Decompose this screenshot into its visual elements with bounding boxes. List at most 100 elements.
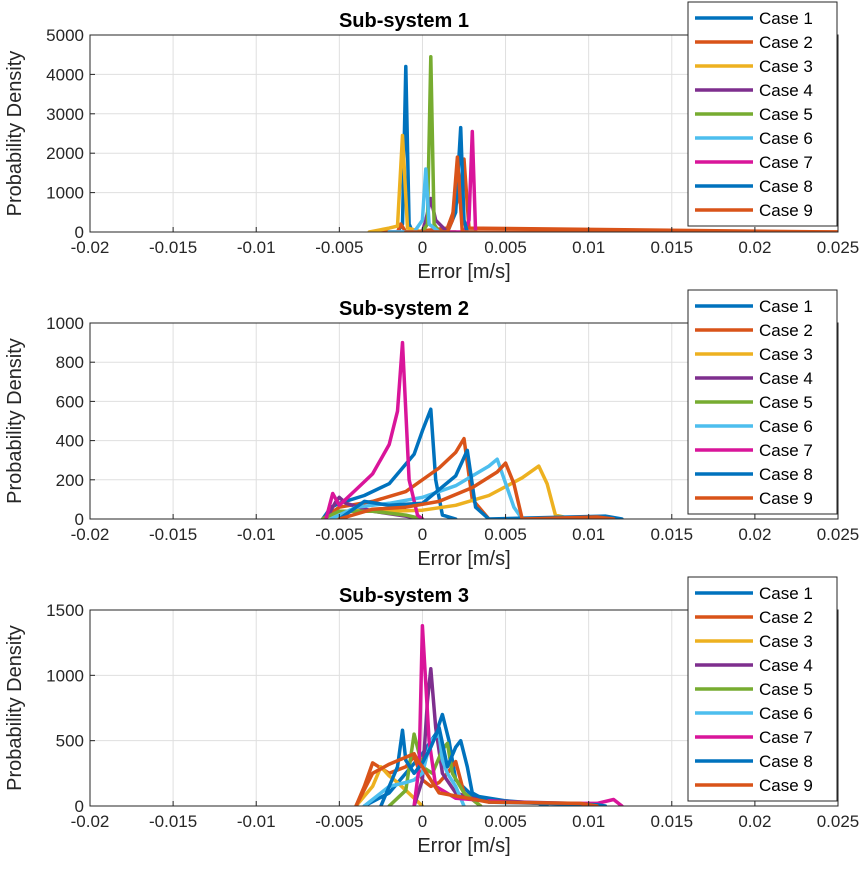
y-tick-label: 600: [56, 392, 84, 411]
legend: Case 1 Case 2 Case 3 Case 4 Case 5 Case 6 Case…: [687, 1, 838, 227]
series-lines: [367, 54, 838, 232]
y-tick-label: 3000: [46, 105, 84, 124]
legend-entry-label: Case 5: [759, 393, 813, 412]
x-tick-label: -0.015: [149, 812, 197, 831]
x-tick-label: 0.015: [651, 812, 694, 831]
x-tick-label: -0.005: [315, 238, 363, 257]
series-line-case-5: [320, 509, 425, 519]
y-tick-label: 1000: [46, 314, 84, 333]
y-axis-label: Probability Density: [4, 51, 26, 217]
y-tick-label: 5000: [46, 26, 84, 45]
legend-entry-label: Case 3: [759, 632, 813, 651]
series-line-case-3: [367, 133, 433, 232]
legend-entry-label: Case 6: [759, 129, 813, 148]
legend-entry-label: Case 5: [759, 680, 813, 699]
x-tick-label: -0.01: [237, 238, 276, 257]
axes-frame: [89, 34, 839, 233]
x-axis-label: Error [m/s]: [417, 261, 510, 283]
x-tick-label: 0: [418, 238, 427, 257]
y-tick-label: 4000: [46, 65, 84, 84]
y-tick-label: 1500: [46, 601, 84, 620]
x-tick-label: 0.015: [651, 525, 694, 544]
series-lines: [320, 340, 624, 519]
y-axis-label: Probability Density: [4, 338, 26, 504]
x-tick-label: -0.01: [237, 812, 276, 831]
legend-entry-label: Case 5: [759, 105, 813, 124]
series-line-case-9: [404, 155, 838, 232]
x-tick-label: -0.005: [315, 525, 363, 544]
series-line-case-2: [370, 157, 838, 232]
x-axis-label: Error [m/s]: [417, 835, 510, 857]
x-tick-label: 0.005: [484, 525, 527, 544]
legend-entry-label: Case 3: [759, 57, 813, 76]
series-line-case-8: [379, 725, 608, 806]
y-tick-label: 1000: [46, 666, 84, 685]
legend-entry-label: Case 2: [759, 321, 813, 340]
legend-entry-label: Case 1: [759, 9, 813, 28]
legend-entry-label: Case 8: [759, 752, 813, 771]
axes-frame: [89, 609, 839, 807]
x-tick-label: 0.01: [572, 525, 605, 544]
legend-entry-label: Case 1: [759, 297, 813, 316]
legend-entry-label: Case 1: [759, 584, 813, 603]
series-line-case-9: [354, 751, 599, 806]
y-tick-label: 2000: [46, 144, 84, 163]
legend-entry-label: Case 7: [759, 441, 813, 460]
legend-entry-label: Case 6: [759, 704, 813, 723]
x-tick-label: -0.015: [149, 525, 197, 544]
x-tick-label: -0.02: [71, 812, 110, 831]
legend: Case 1 Case 2 Case 3 Case 4 Case 5 Case 6 Case…: [687, 289, 838, 515]
legend-entry-label: Case 6: [759, 417, 813, 436]
x-tick-label: 0.02: [738, 238, 771, 257]
x-tick-label: -0.005: [315, 812, 363, 831]
x-axis-label: Error [m/s]: [417, 548, 510, 570]
series-line-case-5: [387, 732, 483, 806]
y-axis-label: Probability Density: [4, 625, 26, 791]
y-tick-label: 0: [75, 223, 84, 242]
series-line-case-1: [370, 64, 441, 232]
y-tick-label: 800: [56, 353, 84, 372]
legend-entry-label: Case 4: [759, 81, 813, 100]
legend-entry-label: Case 7: [759, 728, 813, 747]
x-tick-label: 0.025: [817, 525, 860, 544]
series-line-case-7: [412, 623, 624, 806]
series-line-case-9: [337, 461, 616, 519]
x-tick-label: 0.02: [738, 812, 771, 831]
subplot-subsystem-1: -0.02 -0.015 -0.01 -0.005 0 0.005 0.01 0.015 0.0…: [4, 1, 860, 283]
axes-frame: [89, 322, 839, 520]
y-tick-label: 0: [75, 797, 84, 816]
y-tick-label: 200: [56, 471, 84, 490]
series-lines: [354, 623, 624, 806]
legend-entry-label: Case 8: [759, 177, 813, 196]
series-line-case-8: [420, 125, 478, 232]
x-tick-label: 0.025: [817, 238, 860, 257]
series-line-case-6: [387, 167, 441, 232]
legend-entry-label: Case 4: [759, 656, 813, 675]
x-tick-label: 0: [418, 812, 427, 831]
legend-entry-label: Case 2: [759, 33, 813, 52]
series-line-case-7: [445, 129, 478, 232]
x-tick-label: 0.005: [484, 238, 527, 257]
legend: Case 1 Case 2 Case 3 Case 4 Case 5 Case 6 Case…: [687, 576, 838, 802]
legend-entry-label: Case 2: [759, 608, 813, 627]
subplot-subsystem-3: -0.02 -0.015 -0.01 -0.005 0 0.005 0.01 0.015 0.0…: [4, 576, 859, 857]
x-tick-label: 0: [418, 525, 427, 544]
y-tick-label: 0: [75, 510, 84, 529]
x-tick-label: -0.02: [71, 238, 110, 257]
x-tick-label: -0.015: [149, 238, 197, 257]
chart-title: Sub-system 3: [339, 585, 469, 607]
x-tick-label: -0.01: [237, 525, 276, 544]
x-tick-label: 0.01: [572, 812, 605, 831]
subplot-subsystem-2: -0.02 -0.015 -0.01 -0.005 0 0.005 0.01 0.015 0.0…: [4, 289, 860, 570]
x-tick-label: 0.005: [484, 812, 527, 831]
legend-entry-label: Case 7: [759, 153, 813, 172]
series-line-case-6: [329, 457, 524, 519]
y-tick-label: 1000: [46, 184, 84, 203]
x-tick-label: 0.01: [572, 238, 605, 257]
legend-entry-label: Case 9: [759, 489, 813, 508]
legend-entry-label: Case 4: [759, 369, 813, 388]
y-tick-label: 400: [56, 432, 84, 451]
legend-entry-label: Case 3: [759, 345, 813, 364]
x-tick-label: 0.015: [651, 238, 694, 257]
